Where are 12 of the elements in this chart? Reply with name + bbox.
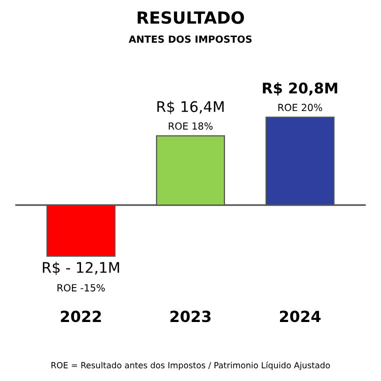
annotation: ROE 20%: [278, 104, 322, 112]
x-tick-label: 2024: [280, 310, 321, 322]
text: ROE = Resultado antes dos Impostos / Patrimonio Líquido Ajustado: [51, 362, 330, 370]
data-label: R$ 16,4M: [157, 100, 224, 114]
chart-subtitle: ANTES DOS IMPOSTOS: [128, 35, 252, 43]
data-label: R$ - 12,1M: [42, 262, 120, 275]
chart-title: RESULTADO: [138, 11, 244, 24]
annotation: ROE 18%: [168, 122, 213, 130]
annotation: ROE -15%: [58, 284, 105, 292]
x-tick-label: 2023: [170, 310, 211, 322]
data-label: R$ 20,8M: [262, 82, 338, 96]
x-tick-label: 2022: [60, 310, 101, 322]
